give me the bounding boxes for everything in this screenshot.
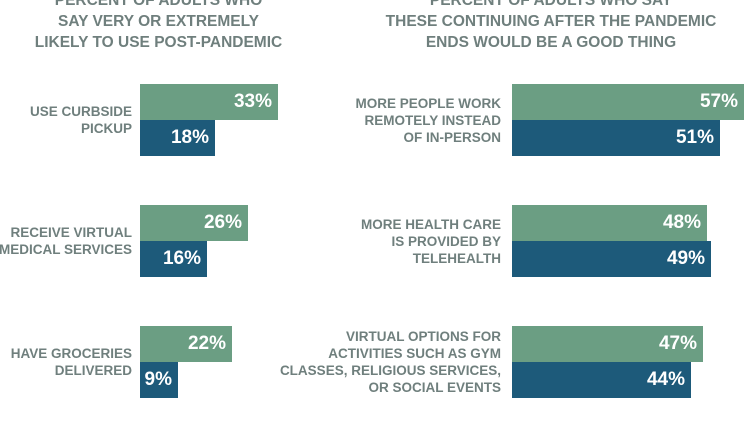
- bar-value-label: 44%: [646, 369, 685, 390]
- chart-title-line: SAY VERY OR EXTREMELY: [57, 13, 259, 30]
- category-label-left: RECEIVE VIRTUAL MEDICAL SERVICES: [0, 224, 132, 258]
- category-label-line: REMOTELY INSTEAD: [364, 112, 501, 128]
- category-label-line: MORE HEALTH CARE: [361, 216, 501, 232]
- bar-left-series-1: [140, 205, 248, 241]
- category-label-line: RECEIVE VIRTUAL: [10, 225, 132, 240]
- bar-left-series-1: [140, 326, 232, 362]
- chart-title-line: LIKELY TO USE POST-PANDEMIC: [34, 34, 283, 51]
- bar-value-label: 57%: [699, 91, 738, 112]
- bar-value-label: 26%: [203, 212, 242, 233]
- bar-value-label: 9%: [144, 369, 172, 390]
- category-label-left: HAVE GROCERIES DELIVERED: [0, 345, 132, 379]
- bar-left-series-2: [140, 241, 207, 277]
- category-label-line: MEDICAL SERVICES: [0, 242, 132, 257]
- bar-left-series-2: [140, 362, 178, 398]
- category-label-line: USE CURBSIDE: [29, 104, 132, 119]
- category-label-line: MORE PEOPLE WORK: [355, 95, 501, 111]
- category-label-line: IS PROVIDED BY: [391, 233, 501, 249]
- category-label-left: USE CURBSIDE PICKUP: [0, 103, 132, 137]
- category-label-line: DELIVERED: [54, 363, 132, 378]
- bar-left-series-2: [140, 120, 215, 156]
- bar-value-label: 16%: [162, 248, 201, 269]
- chart-title-left: PERCENT OF ADULTS WHO SAY VERY OR EXTREM…: [0, 0, 317, 53]
- bar-value-label: 47%: [658, 333, 697, 354]
- bar-right-series-1: [512, 84, 744, 120]
- category-label-line: PICKUP: [80, 121, 132, 136]
- category-label-line: OF IN-PERSON: [403, 129, 501, 145]
- category-label-line: OR SOCIAL EVENTS: [368, 380, 501, 395]
- bar-left-series-1: [140, 84, 278, 120]
- chart-title-line: PERCENT OF ADULTS WHO SAY: [429, 0, 673, 9]
- bar-value-label: 51%: [675, 127, 714, 148]
- bar-value-label: 22%: [187, 333, 226, 354]
- chart-title-line: ENDS WOULD BE A GOOD THING: [425, 34, 677, 51]
- chart-title-line: THESE CONTINUING AFTER THE PANDEMIC: [385, 13, 717, 30]
- bar-value-label: 48%: [662, 212, 701, 233]
- bar-value-label: 18%: [170, 127, 209, 148]
- category-label-line: TELEHEALTH: [412, 250, 501, 266]
- bar-right-series-1: [512, 326, 703, 362]
- category-label-right: MORE PEOPLE WORK REMOTELY INSTEAD OF IN-PE…: [141, 95, 501, 146]
- category-label-line: CLASSES, RELIGIOUS SERVICES,: [279, 363, 501, 378]
- bar-right-series-1: [512, 205, 707, 241]
- bar-right-series-2: [512, 362, 691, 398]
- category-label-line: VIRTUAL OPTIONS FOR: [345, 329, 501, 344]
- category-label-line: HAVE GROCERIES: [10, 346, 132, 361]
- bar-right-series-2: [512, 241, 711, 277]
- chart-title-right: PERCENT OF ADULTS WHO SAY THESE CONTINUI…: [355, 0, 747, 53]
- category-label-right: MORE HEALTH CARE IS PROVIDED BY TELEHEALTH: [141, 216, 501, 267]
- category-label-line: ACTIVITIES SUCH AS GYM: [328, 346, 501, 361]
- category-label-right: VIRTUAL OPTIONS FOR ACTIVITIES SUCH AS GY…: [141, 328, 501, 396]
- bar-value-label: 49%: [666, 248, 705, 269]
- chart-title-line: PERCENT OF ADULTS WHO: [54, 0, 263, 9]
- bar-right-series-2: [512, 120, 720, 156]
- bar-value-label: 33%: [233, 91, 272, 112]
